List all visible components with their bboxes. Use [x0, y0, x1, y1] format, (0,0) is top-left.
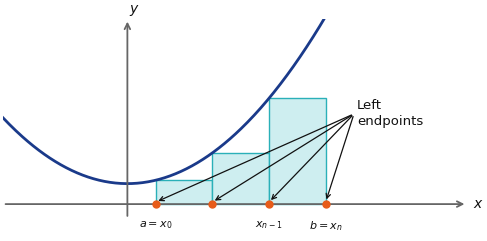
Text: $b = x_n$: $b = x_n$	[309, 220, 342, 234]
Text: $x_{n-1}$: $x_{n-1}$	[255, 220, 283, 232]
Text: Left
endpoints: Left endpoints	[357, 99, 423, 128]
Text: $a = x_0$: $a = x_0$	[139, 220, 172, 232]
Bar	[156, 180, 212, 204]
Bar	[212, 153, 269, 204]
Text: y: y	[129, 2, 137, 16]
Bar	[269, 98, 326, 204]
Text: x: x	[473, 197, 481, 211]
